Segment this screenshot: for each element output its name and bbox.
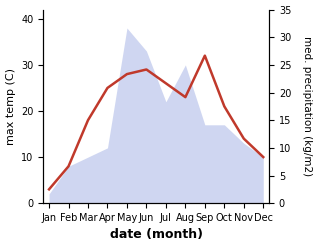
X-axis label: date (month): date (month) xyxy=(110,228,203,242)
Y-axis label: med. precipitation (kg/m2): med. precipitation (kg/m2) xyxy=(302,36,313,176)
Y-axis label: max temp (C): max temp (C) xyxy=(5,68,16,145)
